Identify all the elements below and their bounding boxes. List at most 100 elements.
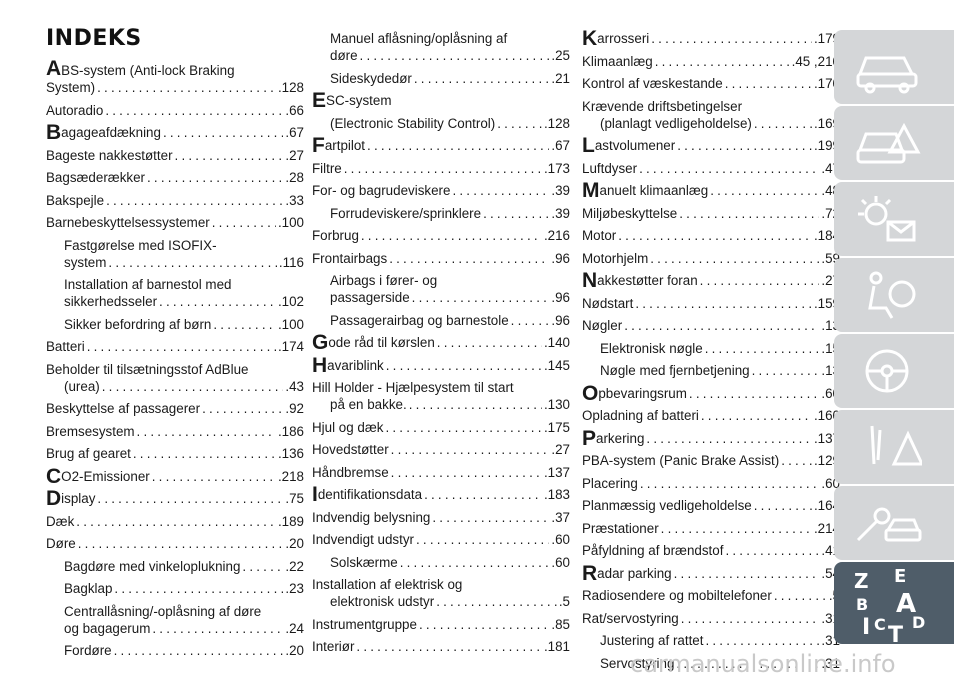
index-entry[interactable]: Dæk .189 — [46, 513, 304, 530]
index-entry[interactable]: Justering af rattet.31 — [582, 632, 840, 649]
dot-leader — [679, 205, 819, 222]
index-entry[interactable]: Fastgørelse med ISOFIX-system .116 — [46, 237, 304, 271]
index-entry[interactable]: Beholder til tilsætningsstof AdBlue (urea… — [46, 361, 304, 395]
index-entry[interactable]: Sikker befordring af børn .100 — [46, 316, 304, 333]
svg-text:Z: Z — [854, 569, 869, 593]
index-entry[interactable]: Frontairbags .96 — [312, 250, 570, 267]
index-entry[interactable]: ABS-system (Anti-lock Braking System) .128 — [46, 60, 304, 96]
index-entry[interactable]: Placering.60 — [582, 475, 840, 492]
index-entry[interactable]: Brug af gearet .136 — [46, 445, 304, 462]
index-entry[interactable]: Rat/servostyring.31 — [582, 610, 840, 627]
entry-label: Nøgler — [582, 317, 622, 334]
index-entry[interactable]: Kontrol af væskestande .170 — [582, 75, 840, 92]
index-entry[interactable]: Installation af barnestol med sikkerhedss… — [46, 276, 304, 310]
index-entry[interactable]: Hjul og dæk .175 — [312, 419, 570, 436]
index-entry[interactable]: Hovedstøtter .27 — [312, 441, 570, 458]
index-entry[interactable]: Døre .20 — [46, 535, 304, 552]
index-entry[interactable]: Motorhjelm.59 — [582, 250, 840, 267]
index-entry[interactable]: Luftdyser.47 — [582, 160, 840, 177]
index-entry[interactable]: Nøgle med fjernbetjening.13 — [582, 362, 840, 379]
index-entry[interactable]: Passagerairbag og barnestole .96 — [312, 312, 570, 329]
index-entry[interactable]: E SC-system — [312, 92, 570, 109]
index-entry[interactable]: Solskærme .60 — [312, 554, 570, 571]
index-entry[interactable]: Krævende driftsbetingelser (planlagt vedl… — [582, 98, 840, 132]
car-warning-icon — [852, 116, 922, 170]
index-entry[interactable]: Indvendigt udstyr .60 — [312, 531, 570, 548]
page-title: INDEKS — [46, 26, 142, 51]
entry-label: For- og bagrudeviskere — [312, 182, 450, 199]
index-entry[interactable]: Nøgler.13 — [582, 317, 840, 334]
tab-airbag[interactable] — [834, 258, 954, 332]
index-entry[interactable]: Bagdøre med vinkeloplukning .22 — [46, 558, 304, 575]
index-entry[interactable]: Autoradio .66 — [46, 102, 304, 119]
entry-label: Bageste nakkestøtter — [46, 147, 173, 164]
index-entry[interactable]: Planmæssig vedligeholdelse .164 — [582, 497, 840, 514]
index-entry[interactable]: Manuel aflåsning/oplåsning af døre .25 — [312, 30, 570, 64]
dot-leader — [147, 169, 283, 186]
index-entry[interactable]: Bremsesystem .186 — [46, 423, 304, 440]
dot-leader — [202, 400, 283, 417]
index-entry[interactable]: Forbrug .216 — [312, 227, 570, 244]
index-entry[interactable]: Centrallåsning/-oplåsning af døre og baga… — [46, 603, 304, 637]
index-entry[interactable]: Forrudeviskere/sprinklere .39 — [312, 205, 570, 222]
index-entry[interactable]: Indvendig belysning .37 — [312, 509, 570, 526]
index-entry[interactable]: Håndbremse .137 — [312, 464, 570, 481]
index-entry[interactable]: Bagklap .23 — [46, 580, 304, 597]
index-entry[interactable]: Nødstart .159 — [582, 295, 840, 312]
index-entry[interactable]: Sideskydedør .21 — [312, 70, 570, 87]
index-entry[interactable]: Klimaanlæg .45 ,210 — [582, 53, 840, 70]
index-entry[interactable]: Filtre .173 — [312, 160, 570, 177]
index-entry[interactable]: (Electronic Stability Control) .128 — [312, 115, 570, 132]
tab-car[interactable] — [834, 30, 954, 104]
dot-leader — [700, 272, 820, 289]
dot-leader — [114, 642, 284, 659]
dot-leader — [681, 610, 820, 627]
page-number: .96 — [551, 312, 570, 329]
index-entry[interactable]: PBA-system (Panic Brake Assist) .129 — [582, 452, 840, 469]
index-entry[interactable]: CO2-Emissioner .218 — [46, 468, 304, 485]
index-entry[interactable]: Beskyttelse af passagerer .92 — [46, 400, 304, 417]
index-entry[interactable]: Barnebeskyttelsessystemer .100 — [46, 214, 304, 231]
index-entry[interactable]: Bageste nakkestøtter .27 — [46, 147, 304, 164]
index-entry[interactable]: Installation af elektrisk og elektronisk … — [312, 576, 570, 610]
tab-steering-wheel[interactable] — [834, 334, 954, 408]
index-entry[interactable]: Airbags i fører- og passagerside .96 — [312, 272, 570, 306]
page-number: .116 — [279, 254, 304, 271]
index-entry[interactable]: Præstationer .214 — [582, 520, 840, 537]
index-entry[interactable]: Elektronisk nøgle.15 — [582, 340, 840, 357]
tab-car-warning[interactable] — [834, 106, 954, 180]
index-entry[interactable]: For- og bagrudeviskere .39 — [312, 182, 570, 199]
index-entry[interactable]: Motor .184 — [582, 227, 840, 244]
index-entry[interactable]: Bakspejle .33 — [46, 192, 304, 209]
index-entry[interactable]: Opladning af batteri .160 — [582, 407, 840, 424]
index-entry[interactable]: Radiosendere og mobiltelefoner.5 — [582, 587, 840, 604]
tab-dashboard-lights[interactable] — [834, 182, 954, 256]
tab-index[interactable]: Z E B A I C T D — [834, 562, 954, 644]
index-entry[interactable]: Batteri .174 — [46, 338, 304, 355]
index-entry[interactable]: Påfyldning af brændstof.41 — [582, 542, 840, 559]
tab-warning-triangle[interactable] — [834, 410, 954, 484]
index-entry[interactable]: Instrumentgruppe .85 — [312, 616, 570, 633]
index-entry[interactable]: Fordøre .20 — [46, 642, 304, 659]
index-entry[interactable]: Interiør .181 — [312, 638, 570, 655]
page-number: .128 — [544, 115, 570, 132]
index-entry[interactable]: Miljøbeskyttelse.72 — [582, 205, 840, 222]
index-entry[interactable]: Hill Holder - Hjælpesystem til start på e… — [312, 379, 570, 413]
entry-label: Filtre — [312, 160, 342, 177]
entry-label: isplay — [61, 490, 95, 507]
index-entry[interactable]: Bagsæderækker .28 — [46, 169, 304, 186]
page-number: .128 — [278, 79, 304, 96]
